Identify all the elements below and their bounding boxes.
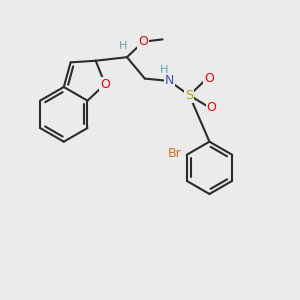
- Text: S: S: [185, 89, 194, 102]
- Text: O: O: [138, 35, 148, 48]
- Text: N: N: [164, 74, 174, 88]
- Text: O: O: [206, 101, 216, 114]
- Text: Br: Br: [167, 147, 181, 160]
- Text: O: O: [100, 78, 110, 91]
- Text: H: H: [160, 65, 168, 75]
- Text: O: O: [204, 72, 214, 85]
- Text: H: H: [119, 41, 128, 51]
